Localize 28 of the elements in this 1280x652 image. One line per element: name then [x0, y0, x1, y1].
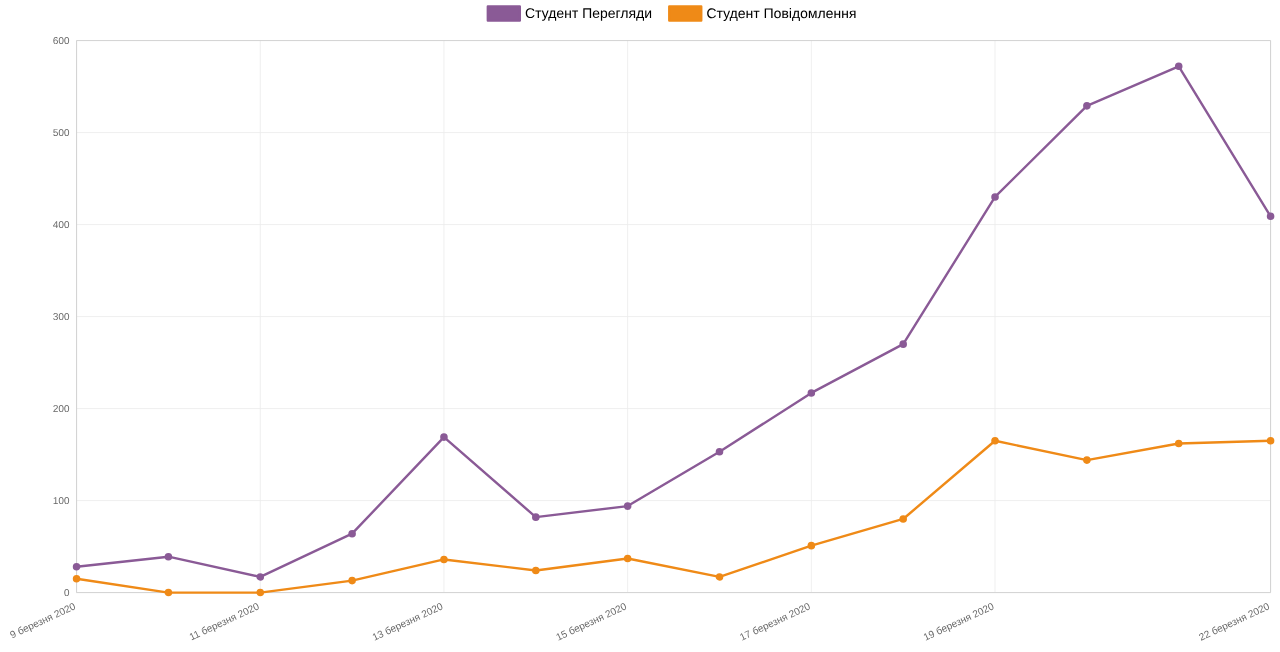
point	[899, 515, 907, 523]
point	[164, 588, 173, 597]
point	[1083, 102, 1091, 110]
point	[532, 566, 540, 575]
point	[715, 448, 724, 456]
point	[807, 542, 816, 550]
point	[256, 588, 265, 597]
point	[991, 193, 999, 201]
point	[623, 554, 632, 563]
point	[440, 433, 448, 442]
point	[807, 389, 816, 397]
point	[348, 530, 356, 538]
point	[1266, 437, 1275, 445]
point	[1266, 212, 1275, 221]
point	[72, 563, 81, 571]
point	[623, 502, 632, 511]
point	[164, 553, 173, 561]
point	[715, 573, 724, 581]
point	[1174, 439, 1183, 448]
point	[1083, 456, 1091, 465]
point	[899, 340, 907, 349]
point	[440, 555, 448, 564]
point	[72, 575, 81, 583]
point	[991, 437, 999, 445]
point	[1174, 62, 1183, 71]
point	[532, 513, 540, 522]
point	[256, 573, 265, 581]
point	[348, 576, 356, 585]
